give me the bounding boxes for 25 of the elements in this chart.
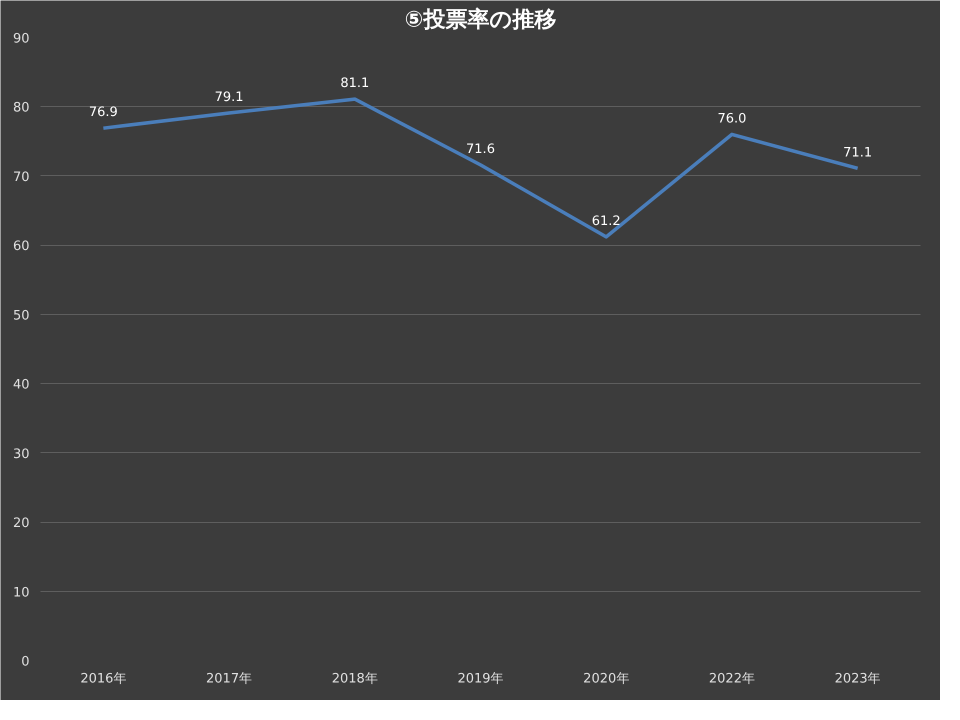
chart-title: ⑤投票率の推移 bbox=[404, 6, 556, 32]
y-tick-label: 70 bbox=[12, 170, 30, 185]
y-tick-label: 0 bbox=[21, 654, 30, 670]
x-tick-label: 2016年 bbox=[80, 672, 126, 686]
x-tick-label: 2022年 bbox=[708, 672, 755, 686]
y-tick-label: 40 bbox=[12, 378, 30, 393]
data-label: 71.1 bbox=[843, 145, 872, 160]
x-tick-label: 2018年 bbox=[332, 672, 378, 686]
data-label: 61.2 bbox=[592, 214, 621, 229]
data-label: 76.0 bbox=[717, 111, 746, 126]
data-label: 81.1 bbox=[340, 76, 370, 92]
data-label: 71.6 bbox=[466, 142, 495, 157]
y-tick-label: 20 bbox=[12, 516, 30, 532]
data-label: 79.1 bbox=[214, 90, 244, 105]
x-tick-label: 2017年 bbox=[206, 672, 252, 686]
data-label: 76.9 bbox=[88, 105, 118, 120]
y-tick-label: 80 bbox=[12, 100, 30, 116]
y-tick-label: 30 bbox=[12, 446, 30, 462]
x-tick-label: 2023年 bbox=[834, 672, 881, 686]
y-tick-label: 60 bbox=[12, 239, 30, 254]
x-tick-label: 2020年 bbox=[583, 672, 630, 686]
y-tick-label: 50 bbox=[12, 308, 30, 324]
y-tick-label: 10 bbox=[12, 585, 30, 600]
y-tick-label: 90 bbox=[12, 32, 30, 46]
x-tick-label: 2019年 bbox=[457, 672, 504, 686]
